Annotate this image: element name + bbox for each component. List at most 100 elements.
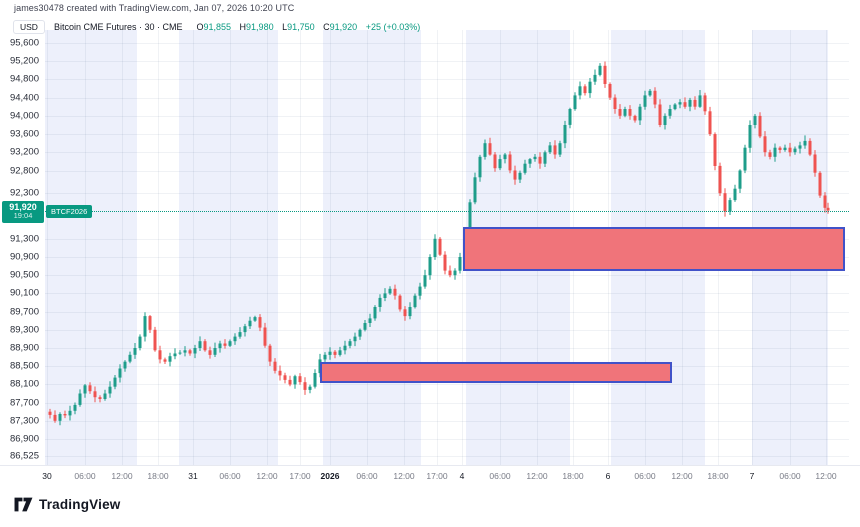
price-tick-label: 87,300: [9, 415, 39, 427]
price-tick-label: 90,900: [9, 251, 39, 263]
price-tick-label: 86,525: [9, 450, 39, 462]
high-label: H: [239, 21, 247, 32]
vertical-gridline: [193, 30, 194, 465]
price-tick-label: 92,300: [9, 187, 39, 199]
time-tick-label: 17:00: [426, 471, 448, 481]
close-label: C: [323, 21, 330, 32]
price-tick-label: 93,600: [9, 128, 39, 140]
contract-badge: BTCF2026: [46, 205, 93, 218]
ohlc-values: O91,855 H91,980 L91,750 C91,920 +25 (+0.…: [190, 22, 420, 32]
vertical-gridline: [158, 30, 159, 465]
time-tick-label: 06:00: [779, 471, 801, 481]
time-tick-label: 17:00: [289, 471, 311, 481]
currency-button[interactable]: USD: [13, 19, 45, 34]
vertical-gridline: [367, 30, 368, 465]
horizontal-gridline: [45, 257, 849, 258]
time-tick-label: 30: [42, 471, 52, 481]
session-band: [45, 30, 137, 465]
price-tick-label: 91,300: [9, 233, 39, 245]
tradingview-brand-text: TradingView: [39, 497, 121, 512]
price-tick-label: 94,800: [9, 73, 39, 85]
last-price-line: [45, 210, 849, 212]
price-tick-label: 95,600: [9, 37, 39, 49]
horizontal-gridline: [45, 293, 849, 295]
horizontal-gridline: [45, 238, 849, 240]
vertical-gridline: [437, 30, 438, 465]
price-tick-label: 92,800: [9, 165, 39, 176]
horizontal-gridline: [45, 420, 849, 422]
vertical-gridline: [330, 30, 331, 465]
horizontal-gridline: [45, 275, 849, 277]
symbol-title[interactable]: Bitcoin CME Futures · 30 · CME: [53, 21, 183, 32]
time-tick-label: 06:00: [74, 471, 96, 481]
price-tick-label: 88,900: [9, 342, 39, 354]
price-tick-label: 95,200: [9, 55, 39, 67]
low-label: L: [282, 21, 288, 32]
horizontal-gridline: [45, 329, 849, 331]
low-value: 91,750: [287, 21, 315, 32]
price-axis[interactable]: 95,600 95,200 94,800 94,400 94,000 93,600 93,2…: [0, 30, 44, 465]
lower-demand-zone-rectangle[interactable]: [320, 361, 672, 384]
time-tick-label: 06:00: [634, 471, 656, 481]
open-label: O: [196, 21, 204, 32]
horizontal-gridline: [45, 134, 849, 136]
horizontal-gridline: [45, 193, 849, 195]
price-tick-label: 88,500: [9, 360, 39, 372]
horizontal-gridline: [45, 43, 849, 44]
time-tick-label: 12:00: [526, 471, 548, 481]
price-tick-label: 94,000: [9, 110, 39, 122]
last-price-value: 91,920: [9, 202, 37, 212]
attribution-text: james30478 created with TradingView.com,…: [14, 3, 295, 13]
vertical-gridline: [47, 30, 48, 465]
horizontal-gridline: [45, 115, 849, 117]
time-tick-label: 12:00: [393, 471, 415, 481]
horizontal-gridline: [45, 402, 849, 404]
time-tick-label: 12:00: [256, 471, 278, 481]
open-value: 91,855: [203, 21, 232, 32]
vertical-gridline: [230, 30, 231, 465]
chart-plot-area[interactable]: BTCF2026: [45, 30, 849, 465]
time-axis[interactable]: 30 06:00 12:00 18:00 31 06:00 12:00 17:00 2026 06…: [42, 465, 849, 489]
session-band: [323, 30, 421, 465]
horizontal-gridline: [45, 311, 849, 313]
last-price-axis-label: 91,920 19:04: [2, 200, 44, 223]
price-tick-label: 94,400: [9, 92, 39, 104]
horizontal-gridline: [45, 348, 849, 349]
time-tick-label: 12:00: [671, 471, 693, 481]
vertical-gridline: [267, 30, 268, 465]
tradingview-logo-icon: [14, 497, 33, 512]
price-tick-label: 93,200: [9, 146, 39, 158]
vertical-gridline: [85, 30, 86, 465]
vertical-gridline: [122, 30, 123, 465]
price-tick-label: 89,700: [9, 306, 39, 318]
time-tick-label: 18:00: [707, 471, 729, 481]
change-value: +25 (+0.03%): [365, 21, 421, 32]
horizontal-gridline: [45, 79, 849, 81]
horizontal-gridline: [45, 61, 849, 63]
time-tick-label: 12:00: [111, 471, 133, 481]
price-tick-label: 87,700: [9, 397, 39, 409]
vertical-gridline: [462, 30, 463, 465]
time-tick-label: 4: [459, 471, 465, 481]
candlestick-series: [48, 61, 830, 426]
time-tick-label: 06:00: [219, 471, 241, 481]
time-tick-label: 31: [188, 471, 198, 481]
session-band: [179, 30, 278, 465]
time-tick-label: 12:00: [815, 471, 837, 481]
close-value: 91,920: [329, 21, 358, 32]
price-tick-label: 90,100: [9, 287, 39, 299]
horizontal-gridline: [45, 456, 849, 458]
time-tick-label: 7: [749, 471, 755, 481]
time-tick-label: 6: [605, 471, 611, 481]
horizontal-gridline: [45, 170, 849, 172]
upper-supply-zone-rectangle[interactable]: [463, 227, 845, 271]
bar-countdown: 19:04: [13, 211, 33, 221]
horizontal-gridline: [45, 439, 849, 441]
tradingview-brand-link[interactable]: TradingView: [14, 497, 120, 512]
vertical-gridline: [404, 30, 405, 465]
horizontal-gridline: [45, 97, 849, 99]
high-value: 91,980: [246, 21, 274, 32]
price-tick-label: 86,900: [9, 433, 39, 445]
price-tick-label: 89,300: [9, 324, 39, 336]
